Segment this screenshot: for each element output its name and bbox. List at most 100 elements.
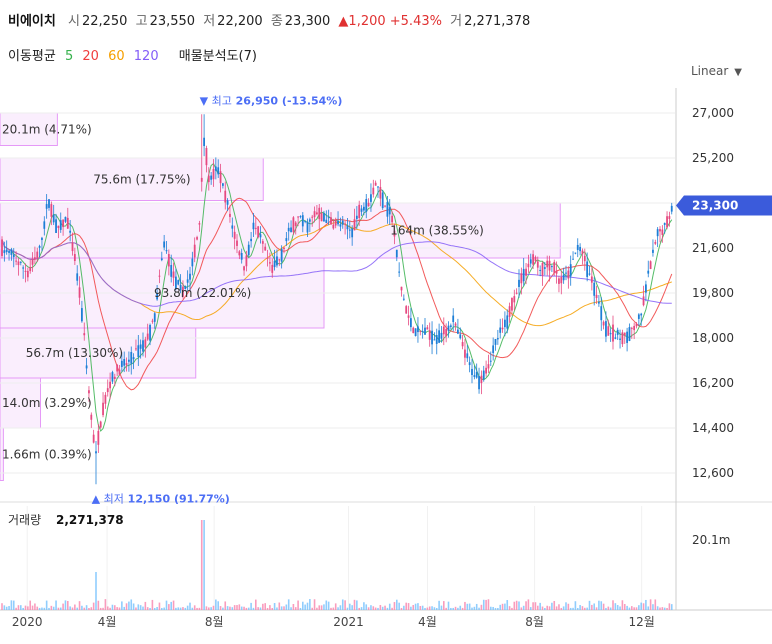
volume-bar (161, 607, 163, 610)
volume-profile-label: 14.0m (3.29%) (2, 396, 92, 410)
candle-body (424, 327, 426, 335)
candle-body (222, 183, 224, 186)
volume-bar (137, 604, 140, 610)
volume-bar (515, 600, 518, 610)
volume-bar (299, 607, 302, 610)
price-tick: 21,600 (692, 241, 734, 255)
volume-bar (163, 607, 165, 610)
volume-bar (633, 607, 635, 610)
volume-bar (525, 601, 527, 610)
volume-bar (313, 599, 316, 610)
volume-bar (132, 603, 135, 610)
candle-body (370, 194, 372, 202)
candle-body (449, 325, 452, 327)
candle-body (207, 175, 210, 183)
ma-5[interactable]: 5 (64, 49, 74, 64)
moving-averages (1, 162, 673, 432)
ma-20[interactable]: 20 (82, 49, 99, 64)
candle-body (330, 217, 332, 225)
scale-toggle[interactable]: Linear ▼ (691, 64, 742, 78)
candle-body (292, 217, 295, 233)
volume-bar (252, 607, 255, 610)
candle-body (214, 166, 217, 171)
volume-bar (294, 607, 297, 610)
candle-body (527, 263, 530, 268)
volume-bar (327, 601, 330, 610)
volume-bar (581, 606, 584, 610)
candle-body (395, 249, 398, 258)
volume-bar (172, 600, 175, 610)
candle-body (346, 225, 349, 230)
volume-bar (304, 604, 306, 610)
volume-bar (381, 606, 384, 610)
volume-bar (339, 605, 342, 610)
volume-bar (69, 606, 71, 610)
candle-body (19, 261, 22, 263)
candle-body (489, 360, 492, 362)
candle-body (95, 451, 97, 454)
volume-bar (5, 606, 8, 610)
volume-bar (262, 603, 264, 610)
candle-body (306, 221, 309, 233)
candle-body (78, 287, 81, 298)
volume-bar (309, 599, 311, 610)
volume-bar (428, 606, 431, 610)
candle-body (177, 280, 180, 285)
candle-body (358, 204, 361, 219)
volume-bar (635, 607, 638, 610)
volume-bar (179, 607, 182, 610)
volume-bar (356, 600, 358, 610)
volume-bar (435, 607, 438, 610)
candle-body (614, 337, 617, 339)
high-marker-value: 26,950 (-13.54%) (236, 94, 343, 107)
volume-bar (544, 607, 546, 610)
volume-bar (450, 607, 452, 610)
moving-average-legend[interactable]: 이동평균 5 20 60 120 매물분석도(7) (8, 45, 262, 64)
candle-body (146, 333, 149, 340)
volume-label: 거 (450, 14, 463, 29)
volume-bar (365, 604, 368, 610)
candle-body (630, 327, 633, 329)
volume-bar (318, 605, 321, 610)
volume-bar (85, 605, 88, 610)
volume-bar (198, 607, 201, 610)
volume-bar (104, 599, 107, 610)
candle-body (139, 344, 142, 349)
candle-body (626, 331, 628, 343)
volume-bar (236, 605, 238, 610)
candle-body (71, 242, 74, 252)
volume-bar (649, 599, 652, 610)
candle-body (259, 234, 262, 238)
candle-body (494, 338, 497, 345)
volume-bar (457, 607, 459, 610)
candle-body (160, 258, 163, 261)
volume-bar (285, 604, 288, 610)
candle-body (412, 327, 415, 334)
volume-bar (454, 606, 457, 610)
volume-bar (76, 607, 78, 610)
candle-body (104, 394, 107, 404)
volume-bar (269, 605, 271, 610)
ma-60[interactable]: 60 (108, 49, 125, 64)
low-marker-arrow: ▲ (92, 492, 101, 505)
volume-profile-label: 20.1m (4.71%) (2, 122, 92, 136)
ma-120[interactable]: 120 (133, 49, 159, 64)
volume-profile-label[interactable]: 매물분석도(7) (178, 49, 257, 64)
volume-bar (316, 607, 318, 610)
candle-body (238, 251, 241, 256)
candle-body (320, 213, 323, 222)
volume-bar (255, 599, 257, 610)
candle-body (120, 360, 123, 367)
candle-body (391, 215, 393, 223)
candle-body (212, 168, 215, 180)
low-marker-value: 12,150 (91.77%) (128, 492, 230, 505)
candle-body (26, 270, 29, 278)
volume-bar (229, 606, 231, 610)
candle-body (649, 261, 652, 269)
volume-bar (482, 599, 485, 610)
candle-body (504, 319, 506, 328)
candle-body (447, 325, 450, 331)
volume-bar (562, 606, 565, 610)
volume-bar (22, 607, 24, 610)
